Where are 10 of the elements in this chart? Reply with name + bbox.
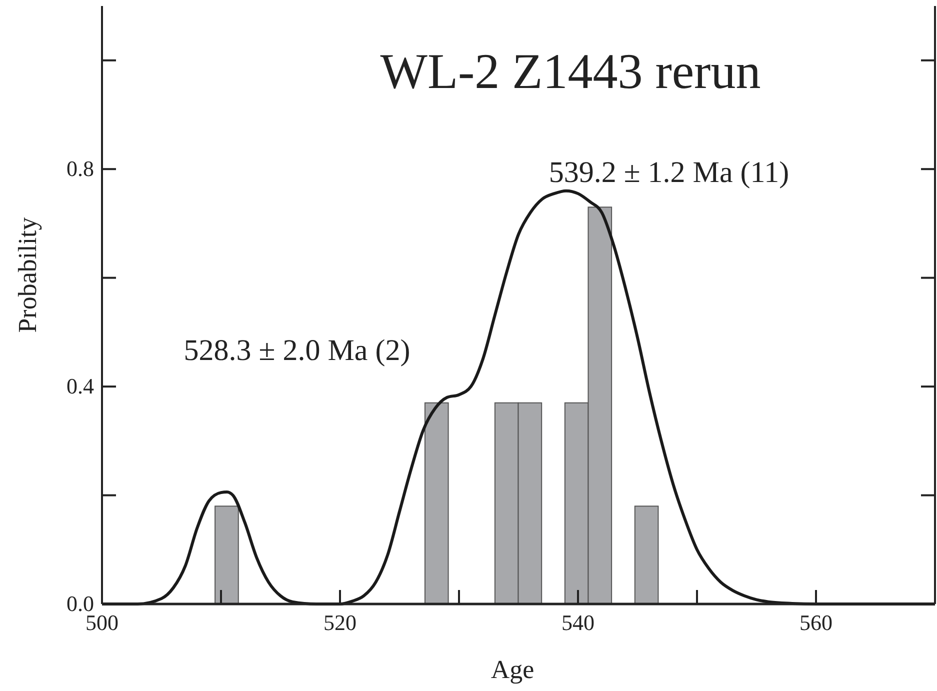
x-tick-label: 540	[562, 610, 594, 635]
annotation: 539.2 ± 1.2 Ma (11)	[548, 156, 790, 189]
text: WL-2 Z1443 rerun	[380, 43, 761, 99]
x-tick-label: 520	[324, 610, 356, 635]
x-tick-label: 560	[800, 610, 832, 635]
x-axis-title: Age	[490, 655, 534, 684]
y-tick-label: 0.4	[66, 374, 94, 399]
y-tick-label: 0.8	[66, 156, 94, 182]
y-axis-title: Probability	[13, 217, 42, 333]
annotation: 528.3 ± 2.0 Ma (2)	[184, 334, 410, 367]
